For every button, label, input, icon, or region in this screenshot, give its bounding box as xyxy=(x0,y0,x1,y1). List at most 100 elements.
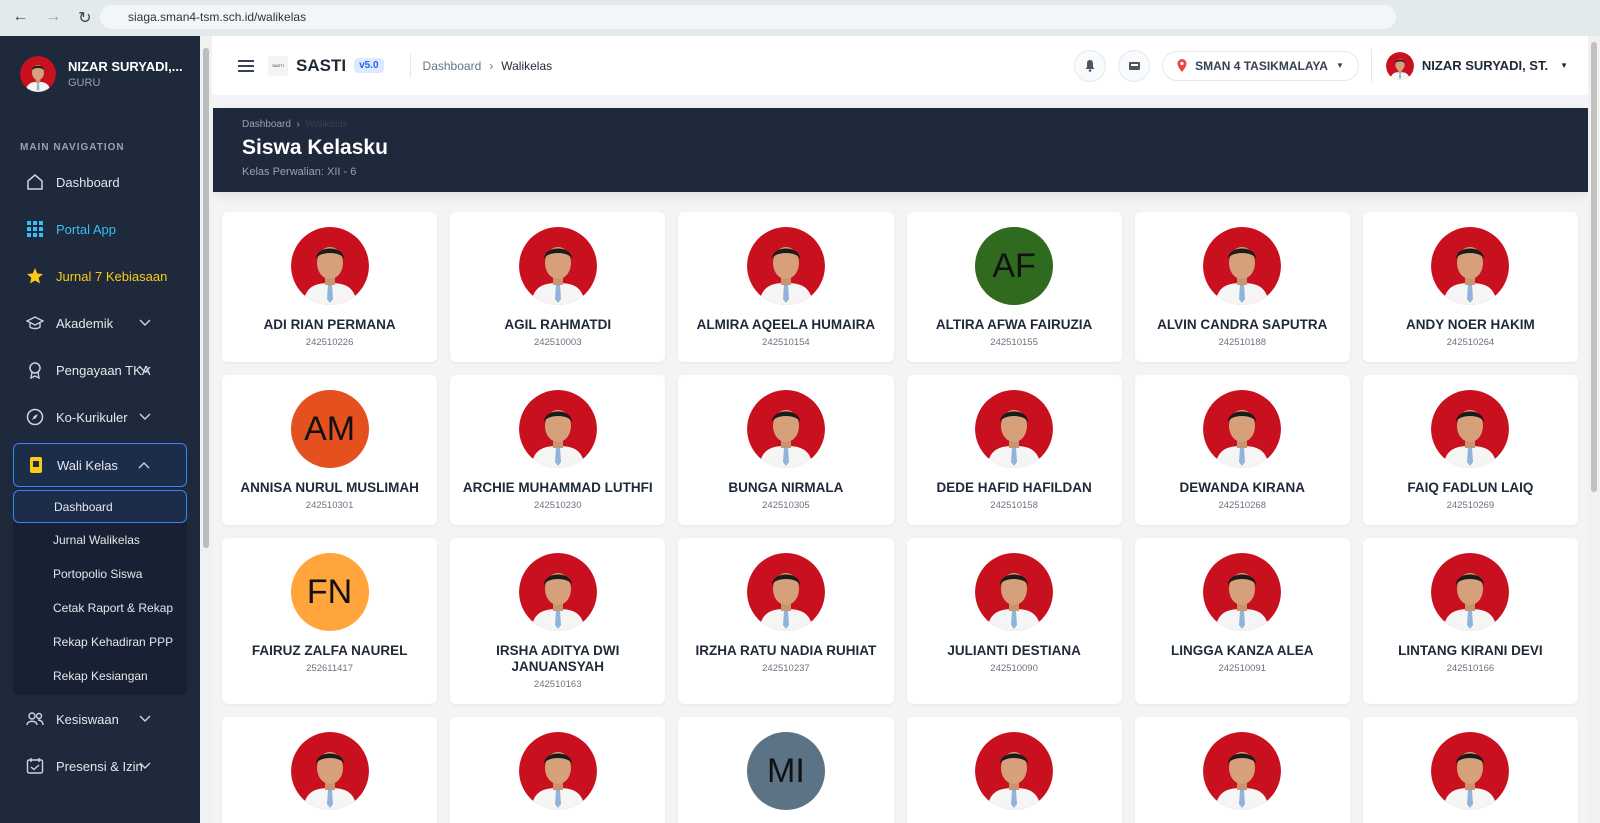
menu-item[interactable]: Kesiswaan xyxy=(13,697,187,741)
student-nis: 242510163 xyxy=(533,679,582,690)
address-bar[interactable]: siaga.sman4-tsm.sch.id/walikelas xyxy=(100,5,1396,29)
browser-nav: ← → ↻ xyxy=(0,8,100,28)
student-name: IRZHA RATU NADIA RUHIAT xyxy=(695,643,877,658)
submenu-item[interactable]: Dashboard xyxy=(13,490,187,523)
user-name: NIZAR SURYADI,... xyxy=(68,59,183,74)
submenu-item[interactable]: Jurnal Walikelas xyxy=(53,533,140,547)
student-card[interactable]: JULIANTI DESTIANA 242510090 xyxy=(906,538,1122,704)
menu-icon xyxy=(30,457,42,473)
student-nis: 242510003 xyxy=(533,337,582,348)
student-card[interactable]: FAIQ FADLUN LAIQ 242510269 xyxy=(1362,375,1578,525)
student-card[interactable]: IRZHA RATU NADIA RUHIAT 242510237 xyxy=(678,538,894,704)
student-photo xyxy=(1203,553,1282,631)
student-card[interactable]: ARCHIE MUHAMMAD LUTHFI 242510230 xyxy=(450,375,666,525)
submenu-item[interactable]: Rekap Kesiangan xyxy=(53,669,148,683)
menu-label: Dashboard xyxy=(56,174,120,190)
reload-button[interactable]: ↻ xyxy=(78,10,92,27)
student-nis: 242510166 xyxy=(1446,663,1495,674)
student-name: FAIRUZ ZALFA NAUREL xyxy=(251,643,408,658)
menu-icon xyxy=(26,758,44,774)
student-nis: 242510226 xyxy=(305,337,354,348)
student-card[interactable]: ANDY NOER HAKIM 242510264 xyxy=(1362,212,1578,362)
caret: ▼ xyxy=(1560,61,1568,70)
student-card[interactable] xyxy=(222,717,438,823)
user-menu[interactable]: NIZAR SURYADI, ST. ▼ xyxy=(1370,48,1568,83)
message-button[interactable] xyxy=(1118,49,1151,82)
student-name: ANDY NOER HAKIM xyxy=(1406,317,1535,332)
forward-button[interactable]: → xyxy=(45,8,62,25)
student-card[interactable] xyxy=(906,717,1122,823)
initials-avatar: AF xyxy=(975,227,1054,305)
student-card[interactable]: DEWANDA KIRANA 242510268 xyxy=(1134,375,1350,525)
school-selector[interactable]: SMAN 4 TASIKMALAYA ▼ xyxy=(1162,50,1359,81)
student-card[interactable]: ALMIRA AQEELA HUMAIRA 242510154 xyxy=(678,212,894,362)
back-button[interactable]: ← xyxy=(12,8,29,25)
student-card[interactable]: MI xyxy=(678,717,894,823)
sidebar-scrollbar[interactable] xyxy=(200,36,212,823)
submenu-item[interactable]: Portopolio Siswa xyxy=(53,567,143,581)
menu-label: Kesiswaan xyxy=(56,711,119,727)
student-name: BUNGA NIRMALA xyxy=(728,480,844,495)
student-card[interactable]: AM ANNISA NURUL MUSLIMAH 242510301 xyxy=(222,375,438,525)
scroll-thumb[interactable] xyxy=(1591,42,1597,492)
hamburger-button[interactable] xyxy=(238,59,254,73)
breadcrumb-current: Walikelas xyxy=(501,58,553,73)
submenu-item[interactable]: Cetak Raport & Rekap xyxy=(53,601,174,615)
student-name: ARCHIE MUHAMMAD LUTHFI xyxy=(462,480,653,495)
menu-item[interactable]: Dashboard xyxy=(13,160,187,204)
student-photo xyxy=(518,390,597,468)
menu-item[interactable]: Presensi & Izin xyxy=(13,744,187,788)
initials-avatar: AM xyxy=(290,390,369,468)
student-photo xyxy=(975,390,1054,468)
student-card[interactable] xyxy=(1362,717,1578,823)
submenu: Dashboard Jurnal Walikelas Portopolio Sisw… xyxy=(13,490,187,695)
divider xyxy=(409,53,411,78)
student-nis: 242510154 xyxy=(762,337,810,348)
student-card[interactable]: ALVIN CANDRA SAPUTRA 242510188 xyxy=(1134,212,1350,362)
chevron xyxy=(139,319,151,326)
menu-item[interactable]: Pengayaan TKA xyxy=(13,348,187,392)
student-card[interactable]: FN FAIRUZ ZALFA NAUREL 252611417 xyxy=(222,538,438,704)
menu-item[interactable]: Wali Kelas xyxy=(13,443,187,487)
page-scrollbar[interactable] xyxy=(1588,36,1600,823)
section-label: MAIN NAVIGATION xyxy=(20,142,125,153)
user-avatar xyxy=(20,56,56,92)
menu-item[interactable]: Jurnal 7 Kebiasaan xyxy=(13,254,187,298)
student-photo xyxy=(1203,227,1282,305)
submenu-item[interactable]: Rekap Kehadiran PPP xyxy=(53,635,174,649)
student-card[interactable] xyxy=(1134,717,1350,823)
menu-item[interactable]: Portal App xyxy=(13,207,187,251)
student-card[interactable]: ADI RIAN PERMANA 242510226 xyxy=(222,212,438,362)
student-name: DEDE HAFID HAFILDAN xyxy=(936,480,1092,495)
student-card[interactable]: BUNGA NIRMALA 242510305 xyxy=(678,375,894,525)
student-card[interactable]: IRSHA ADITYA DWI JANUANSYAH 242510163 xyxy=(450,538,666,704)
menu-label: Portal App xyxy=(56,221,116,237)
student-card[interactable]: LINTANG KIRANI DEVI 242510166 xyxy=(1362,538,1578,704)
initials-avatar: FN xyxy=(290,553,369,631)
scroll-thumb[interactable] xyxy=(203,48,209,548)
student-name: ALTIRA AFWA FAIRUZIA xyxy=(935,317,1093,332)
student-photo xyxy=(975,732,1054,810)
notification-button[interactable] xyxy=(1074,49,1107,82)
top-header: SASTI SASTI v5.0 Dashboard › Walikelas S… xyxy=(212,36,1588,95)
student-name: LINGGA KANZA ALEA xyxy=(1170,643,1314,658)
logo: SASTI xyxy=(268,55,288,76)
student-photo xyxy=(1431,390,1510,468)
breadcrumb-link[interactable]: Dashboard xyxy=(422,58,482,73)
student-card[interactable]: AF ALTIRA AFWA FAIRUZIA 242510155 xyxy=(906,212,1122,362)
student-card[interactable]: LINGGA KANZA ALEA 242510091 xyxy=(1134,538,1350,704)
user-role: GURU xyxy=(68,77,101,89)
student-name: FAIQ FADLUN LAIQ xyxy=(1407,480,1534,495)
menu-item[interactable]: Akademik xyxy=(13,301,187,345)
student-card[interactable] xyxy=(450,717,666,823)
menu-label: Wali Kelas xyxy=(57,457,118,473)
menu-item[interactable]: Ko-Kurikuler xyxy=(13,395,187,439)
menu-label: Pengayaan TKA xyxy=(56,362,151,378)
student-photo xyxy=(518,227,597,305)
breadcrumb-link[interactable]: Dashboard xyxy=(242,119,291,130)
student-card[interactable]: DEDE HAFID HAFILDAN 242510158 xyxy=(906,375,1122,525)
student-nis: 242510305 xyxy=(762,500,810,511)
student-photo xyxy=(746,553,825,631)
student-card[interactable]: AGIL RAHMATDI 242510003 xyxy=(450,212,666,362)
